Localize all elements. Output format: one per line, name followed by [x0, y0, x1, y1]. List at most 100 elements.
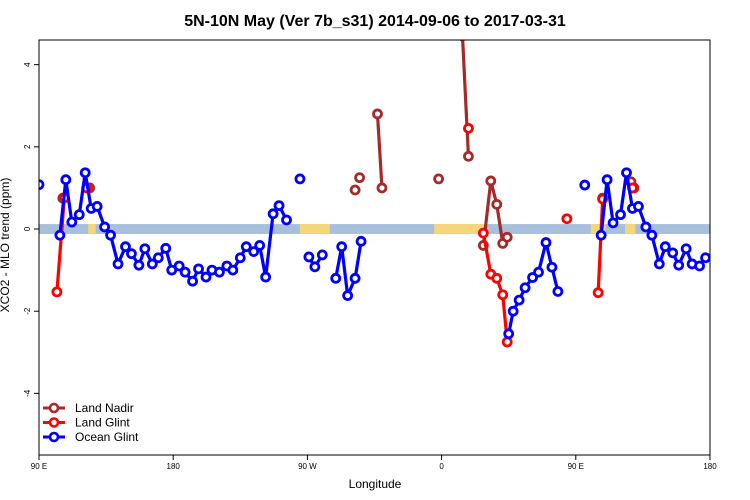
legend-label: Ocean Glint: [75, 430, 139, 444]
land-region: [434, 224, 487, 234]
data-point: [700, 252, 710, 264]
data-point: [595, 229, 607, 241]
data-point: [99, 221, 111, 233]
data-point: [316, 249, 328, 261]
data-point: [673, 259, 685, 271]
data-point: [653, 258, 665, 270]
y-tick-label: 0: [23, 226, 32, 231]
legend-marker: [48, 402, 60, 414]
data-point: [227, 264, 239, 276]
data-point: [633, 201, 644, 212]
data-point: [659, 241, 671, 253]
data-point: [126, 248, 137, 260]
data-point: [491, 198, 503, 210]
legend-item: Ocean Glint: [43, 430, 139, 444]
legend-marker: [48, 431, 60, 443]
data-point: [533, 266, 544, 278]
y-tick-label: -4: [23, 389, 32, 397]
data-point: [507, 305, 519, 317]
data-point: [503, 328, 515, 340]
series-line: [461, 40, 471, 157]
series-ocean-glint: [39, 167, 710, 340]
x-axis-label: Longitude: [349, 477, 402, 491]
data-point: [79, 167, 91, 179]
y-axis: -4 -2 0 2 4: [23, 62, 39, 397]
data-point: [694, 260, 705, 272]
data-point: [349, 272, 361, 284]
data-point: [54, 229, 66, 241]
land-region: [590, 224, 606, 234]
data-point: [91, 201, 103, 212]
x-tick-label: 90 W: [298, 462, 317, 471]
series-layer: [39, 40, 710, 348]
data-point: [667, 247, 679, 259]
y-tick-label: 2: [23, 144, 32, 149]
x-tick-label: 180: [167, 462, 181, 471]
data-point: [309, 261, 321, 273]
data-point: [354, 172, 365, 184]
data-point: [336, 241, 348, 253]
data-point: [60, 174, 72, 186]
data-point: [501, 336, 513, 348]
data-point: [152, 252, 164, 264]
data-point: [51, 286, 63, 298]
data-point: [200, 271, 212, 283]
data-point: [621, 167, 632, 179]
data-point: [680, 243, 692, 255]
data-point: [248, 246, 260, 258]
data-point: [342, 290, 354, 301]
data-point: [73, 209, 85, 221]
series-land-nadir: [57, 40, 640, 251]
y-tick-label: 4: [23, 62, 32, 67]
data-point: [349, 184, 361, 196]
x-axis: 90 E 180 90 W 0 90 E 180: [31, 455, 717, 471]
legend-item: Land Nadir: [43, 401, 134, 415]
data-point: [477, 227, 489, 239]
land-region: [299, 224, 330, 234]
data-point: [160, 242, 172, 254]
data-point: [546, 261, 558, 273]
data-point: [561, 213, 573, 225]
data-point: [579, 179, 591, 191]
data-point: [485, 175, 497, 187]
data-point: [513, 294, 525, 306]
data-point: [433, 173, 445, 185]
series-line: [481, 232, 509, 343]
data-point: [540, 237, 552, 248]
data-point: [372, 108, 383, 120]
data-point: [519, 282, 531, 294]
series-line: [507, 240, 560, 335]
y-axis-label: XCO2 - MLO trend (ppm): [0, 178, 12, 313]
data-point: [592, 287, 604, 299]
chart-title: 5N-10N May (Ver 7b_s31) 2014-09-06 to 20…: [184, 13, 566, 30]
data-point: [501, 231, 513, 243]
x-tick-label: 90 E: [31, 462, 47, 471]
data-point: [355, 235, 367, 247]
data-point: [281, 214, 292, 226]
data-point: [112, 258, 124, 270]
data-point: [463, 150, 474, 162]
data-point: [105, 229, 116, 241]
legend-label: Land Glint: [75, 416, 130, 430]
data-point: [601, 174, 613, 186]
data-point: [463, 122, 474, 134]
y-tick-label: -2: [23, 307, 32, 315]
data-point: [120, 241, 131, 253]
plot-frame: [38, 39, 711, 456]
data-point: [133, 259, 145, 271]
data-point: [303, 251, 315, 263]
data-point: [646, 229, 658, 241]
data-point: [273, 200, 285, 211]
land-region: [625, 224, 636, 234]
legend-item: Land Glint: [43, 416, 130, 430]
series-line: [375, 113, 384, 189]
data-point: [187, 275, 198, 287]
data-point: [615, 209, 626, 221]
data-point: [254, 240, 266, 251]
data-point: [330, 272, 342, 284]
x-tick-label: 180: [703, 462, 717, 471]
data-point: [260, 271, 272, 283]
data-point: [458, 40, 466, 42]
